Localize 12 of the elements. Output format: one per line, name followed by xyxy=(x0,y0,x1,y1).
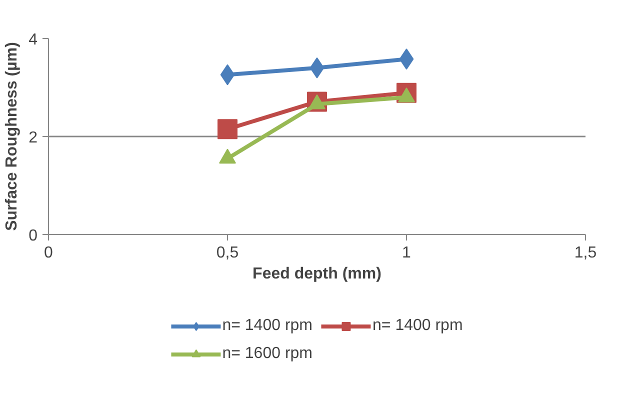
x-tick-label: 1,5 xyxy=(574,244,597,262)
legend-label: n= 1400 rpm xyxy=(222,317,312,335)
legend-label: n= 1400 rpm xyxy=(372,317,463,335)
x-tick-label: 0 xyxy=(44,244,54,262)
x-tick-label: 0,5 xyxy=(216,244,239,262)
x-tick-label: 1 xyxy=(402,244,412,262)
x-axis-title: Feed depth (mm) xyxy=(252,266,382,282)
y-axis-title: Surface Roughness (µm) xyxy=(4,42,21,231)
y-tick-label: 2 xyxy=(28,130,38,146)
y-tick-label: 4 xyxy=(28,32,38,48)
y-tick-label: 0 xyxy=(28,228,38,244)
legend-label: n= 1600 rpm xyxy=(222,345,312,363)
